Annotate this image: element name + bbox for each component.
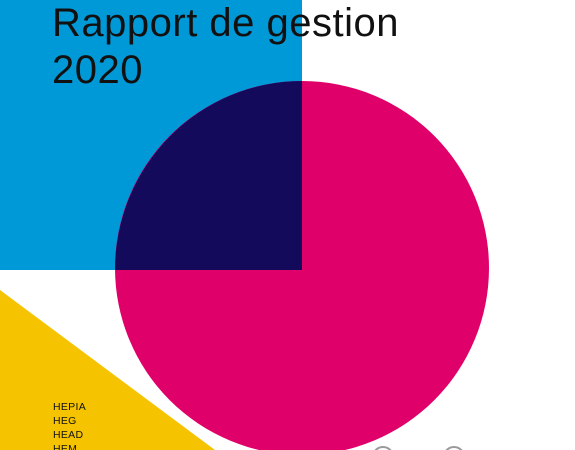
school-name: HEM <box>53 443 78 450</box>
decorative-circle-icon <box>443 446 465 450</box>
cover-title: Rapport de gestion 2020 <box>52 0 399 94</box>
decorative-circle-icon <box>372 446 394 450</box>
school-name: HEG <box>53 415 77 427</box>
school-name: HEAD <box>53 429 84 441</box>
cover-title-year: 2020 <box>52 48 143 92</box>
school-name: HEPIA <box>53 401 87 413</box>
cover-title-line1: Rapport de gestion <box>52 1 400 45</box>
school-list: HEPIA HEG HEAD HEM <box>53 400 86 450</box>
